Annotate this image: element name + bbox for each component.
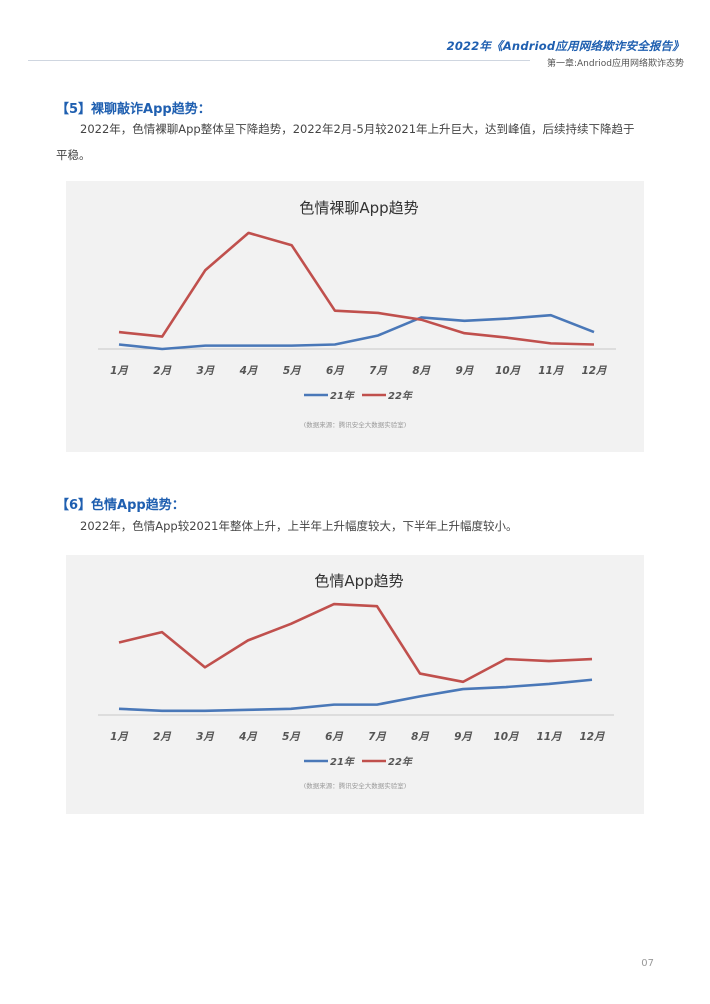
- legend-label: 22年: [388, 390, 414, 402]
- section-6-line-1: 2022年，色情App较2021年整体上升，上半年上升幅度较大，下半年上升幅度较…: [80, 519, 518, 533]
- x-tick-label: 7月: [368, 731, 386, 743]
- x-tick-label: 6月: [326, 365, 344, 377]
- legend-label: 21年: [330, 390, 356, 402]
- x-tick-label: 2月: [153, 365, 171, 377]
- x-tick-label: 5月: [283, 365, 301, 377]
- x-tick-label: 8月: [411, 731, 429, 743]
- series-line-22: [118, 231, 595, 346]
- section-6-title: 【6】色情App趋势：: [56, 498, 185, 513]
- section-5-line-1: 2022年，色情裸聊App整体呈下降趋势，2022年2月-5月较2021年上升巨…: [80, 122, 635, 136]
- x-tick-label: 3月: [196, 731, 214, 743]
- legend-label: 21年: [330, 756, 356, 768]
- x-tick-label: 7月: [369, 365, 387, 377]
- x-tick-label: 10月: [495, 365, 521, 377]
- x-tick-label: 6月: [325, 731, 343, 743]
- x-tick-label: 2月: [153, 731, 171, 743]
- header-divider: [28, 60, 530, 61]
- section-6-paragraph: 2022年，色情App较2021年整体上升，上半年上升幅度较大，下半年上升幅度较…: [56, 513, 656, 539]
- chart-title: 色情裸聊App趋势: [299, 199, 418, 217]
- data-source-note: (数据来源：腾讯安全大数据实验室): [304, 420, 407, 429]
- x-tick-label: 9月: [454, 731, 472, 743]
- x-tick-label: 1月: [110, 731, 128, 743]
- section-5-line-2: 平稳。: [56, 148, 91, 162]
- x-tick-label: 12月: [581, 365, 607, 377]
- chart-nude-chat-trend: 色情裸聊App趋势 1月 2月 3月 4月 5月 6月 7月 8月 9月 10月 11月 12月 21年 2…: [66, 181, 644, 452]
- page-number: 07: [641, 958, 654, 969]
- series-line-21: [118, 313, 595, 351]
- series-line-22: [118, 602, 593, 684]
- x-tick-label: 4月: [239, 365, 258, 377]
- x-tick-label: 11月: [536, 731, 562, 743]
- x-tick-label: 10月: [493, 731, 519, 743]
- x-tick-label: 5月: [282, 731, 300, 743]
- x-tick-label: 9月: [456, 365, 474, 377]
- x-tick-label: 8月: [412, 365, 430, 377]
- x-tick-label: 1月: [110, 365, 128, 377]
- x-tick-label: 11月: [538, 365, 564, 377]
- chart-porn-app-svg: 色情App趋势 1月 2月 3月 4月 5月 6月 7月 8月 9月 10月 11月 12月 21年 22年…: [98, 572, 614, 790]
- x-tick-label: 3月: [196, 365, 214, 377]
- chapter-subtitle: 第一章:Andriod应用网络欺诈态势: [546, 59, 684, 69]
- report-title: 2022年《Andriod应用网络欺诈安全报告》: [446, 39, 684, 53]
- chart-title: 色情App趋势: [314, 572, 403, 590]
- x-tick-label: 4月: [238, 731, 257, 743]
- legend-label: 22年: [388, 756, 414, 768]
- x-tick-label: 12月: [579, 731, 605, 743]
- data-source-note: (数据来源：腾讯安全大数据实验室): [304, 781, 407, 790]
- section-5-paragraph: 2022年，色情裸聊App整体呈下降趋势，2022年2月-5月较2021年上升巨…: [56, 116, 656, 168]
- section-5-title: 【5】裸聊敲诈App趋势：: [56, 102, 211, 117]
- chart-porn-app-trend: 色情App趋势 1月 2月 3月 4月 5月 6月 7月 8月 9月 10月 11月 12月 21年 22年…: [66, 555, 644, 814]
- chart-nude-chat-svg: 色情裸聊App趋势 1月 2月 3月 4月 5月 6月 7月 8月 9月 10月 11月 12月 21年 2…: [98, 199, 616, 429]
- series-line-21: [118, 678, 593, 713]
